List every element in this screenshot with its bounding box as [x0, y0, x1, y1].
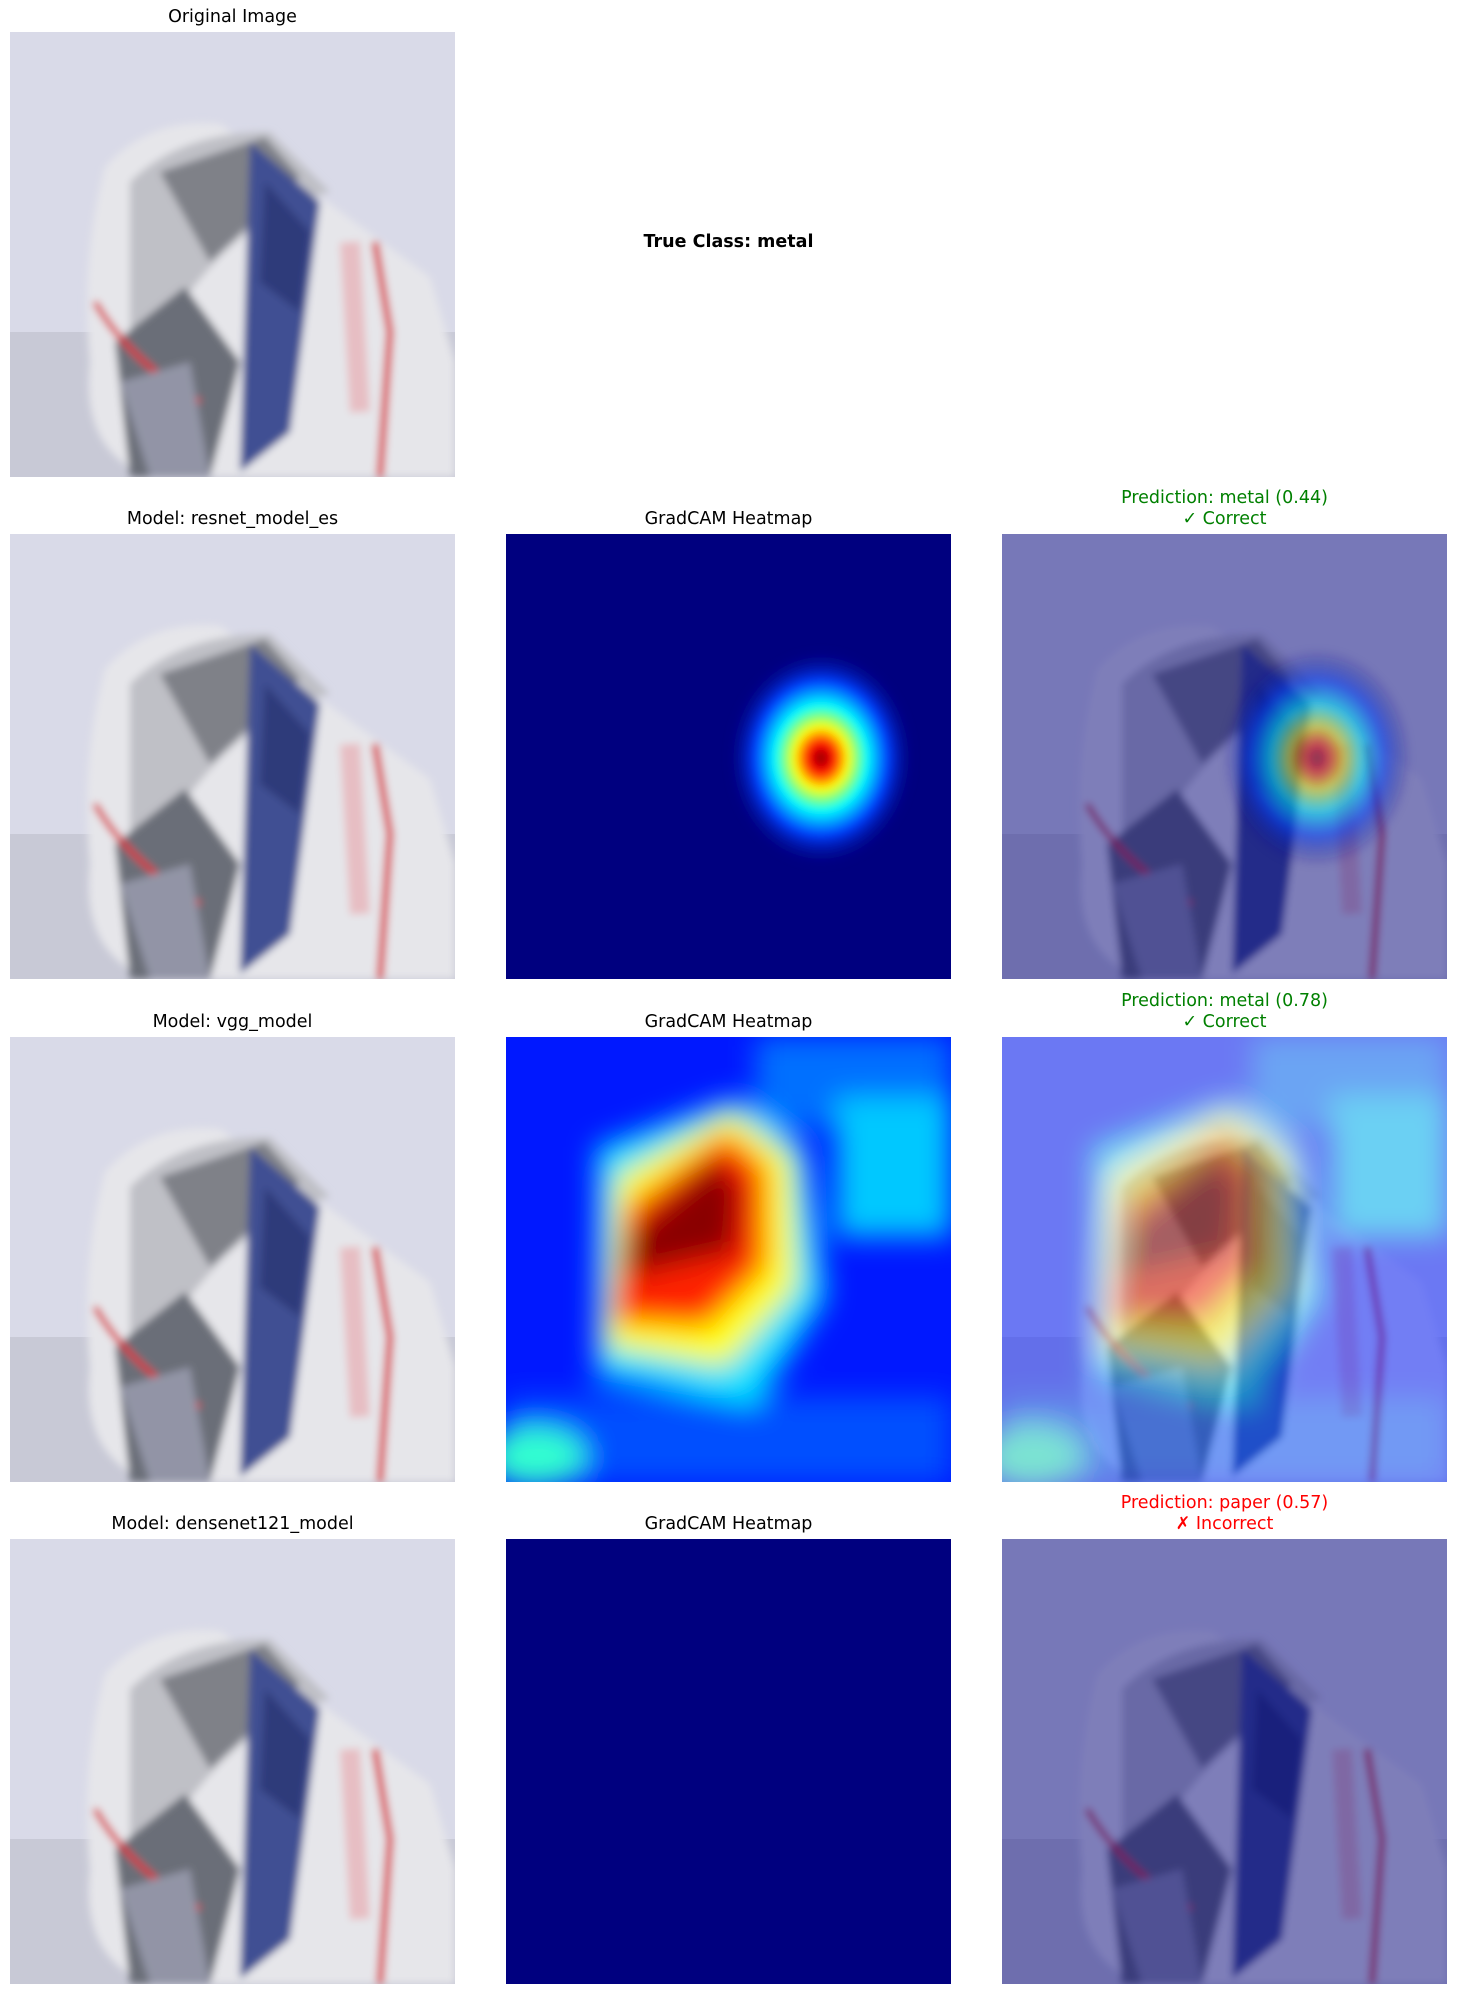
prediction-label: Prediction: metal (0.44)	[1121, 488, 1328, 508]
original-image	[10, 32, 455, 477]
gradcam-overlay	[1002, 1037, 1447, 1482]
original-image-title: Original Image	[168, 7, 297, 27]
gradcam-overlay	[1002, 534, 1447, 979]
model-name-label: Model: resnet_model_es	[126, 509, 339, 529]
prediction-label: Prediction: metal (0.78)	[1121, 991, 1328, 1011]
prediction-result: ✓ Correct	[1182, 509, 1267, 529]
heatmap-title: GradCAM Heatmap	[644, 1514, 813, 1534]
model-input-image	[10, 1539, 455, 1984]
gradcam-heatmap	[506, 534, 951, 979]
gradcam-heatmap	[506, 1037, 951, 1482]
true-class-label: True Class: metal	[643, 232, 814, 252]
model-name-label: Model: densenet121_model	[111, 1514, 354, 1534]
model-input-image	[10, 534, 455, 979]
prediction-result: ✗ Incorrect	[1175, 1514, 1274, 1534]
prediction-label: Prediction: paper (0.57)	[1120, 1493, 1329, 1513]
model-name-label: Model: vgg_model	[152, 1012, 313, 1032]
heatmap-title: GradCAM Heatmap	[644, 1012, 813, 1032]
heatmap-title: GradCAM Heatmap	[644, 509, 813, 529]
prediction-result: ✓ Correct	[1182, 1012, 1267, 1032]
gradcam-heatmap	[506, 1539, 951, 1984]
gradcam-overlay	[1002, 1539, 1447, 1984]
model-input-image	[10, 1037, 455, 1482]
